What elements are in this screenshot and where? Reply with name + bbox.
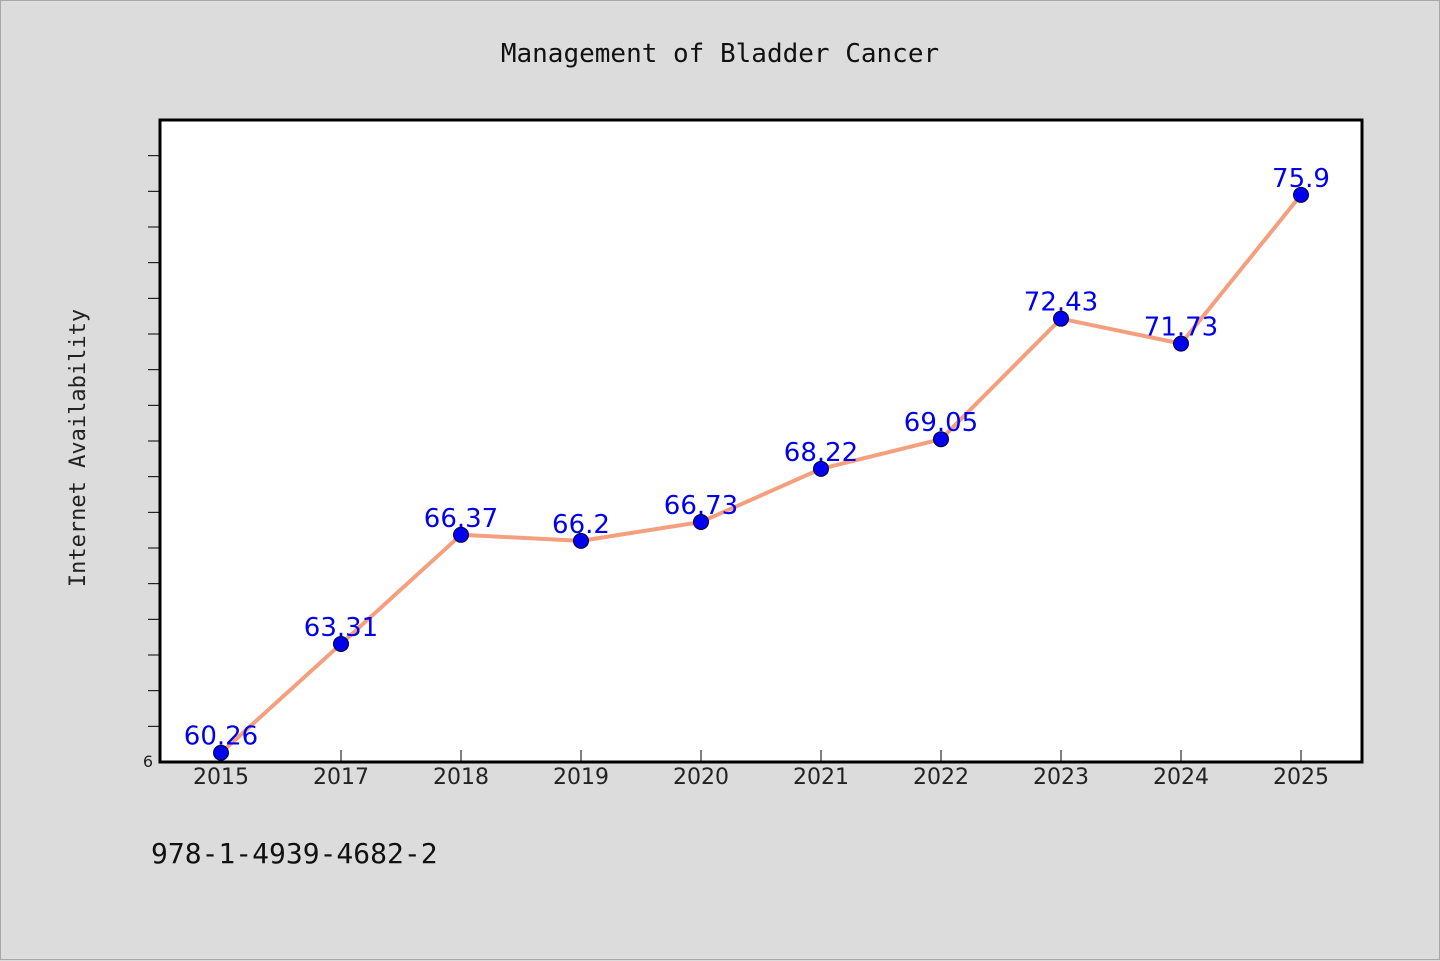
footer-isbn: 978-1-4939-4682-2 (151, 837, 438, 870)
data-label-2024: 71.73 (1144, 313, 1218, 343)
data-label-2020: 66.73 (664, 491, 738, 521)
data-point-2022 (933, 431, 949, 448)
data-label-2018: 66.37 (424, 504, 498, 534)
data-point-2019 (573, 532, 589, 549)
data-markers (213, 186, 1309, 761)
x-tick-label-2025: 2025 (1273, 765, 1329, 790)
data-labels: 60.26 63.31 66.37 66.2 66.73 68.22 69.05 72.43 7… (184, 164, 1330, 752)
x-tick-label-2023: 2023 (1033, 765, 1089, 790)
data-point-2021 (813, 460, 829, 477)
data-label-2015: 60.26 (184, 722, 258, 752)
series-line (219, 192, 1303, 755)
x-tick-label-2021: 2021 (793, 765, 849, 790)
x-tick-label-2024: 2024 (1153, 765, 1209, 790)
data-point-2018 (453, 526, 469, 543)
data-point-2015 (213, 744, 229, 761)
plot-area (158, 118, 1364, 764)
x-tick-label-2018: 2018 (433, 765, 489, 790)
data-label-2022: 69.05 (904, 408, 978, 438)
y-axis-label: Internet Availability (66, 309, 91, 587)
data-label-2025: 75.9 (1272, 164, 1330, 194)
series-line-group (219, 192, 1303, 755)
x-tick-label-2020: 2020 (673, 765, 729, 790)
x-tick-label-2019: 2019 (553, 765, 609, 790)
x-tick-label-2022: 2022 (913, 765, 969, 790)
data-point-2020 (693, 513, 709, 530)
data-label-2021: 68.22 (784, 438, 858, 468)
chart-title: Management of Bladder Cancer (501, 39, 939, 69)
data-label-2023: 72.43 (1024, 288, 1098, 318)
data-point-2025 (1293, 186, 1309, 203)
data-label-2017: 63.31 (304, 613, 378, 643)
y-axis-ticks (148, 155, 160, 727)
x-tick-label-2017: 2017 (313, 765, 369, 790)
data-label-2019: 66.2 (552, 510, 610, 540)
data-point-2017 (333, 635, 349, 652)
data-point-2023 (1053, 310, 1069, 327)
x-tick-label-2015: 2015 (193, 765, 249, 790)
data-point-2024 (1173, 335, 1189, 352)
y-tick-label: 6 (143, 752, 153, 771)
x-axis-ticks: 2015 2017 2018 2019 2020 2021 2022 2023 2024 2025 (193, 750, 1329, 790)
